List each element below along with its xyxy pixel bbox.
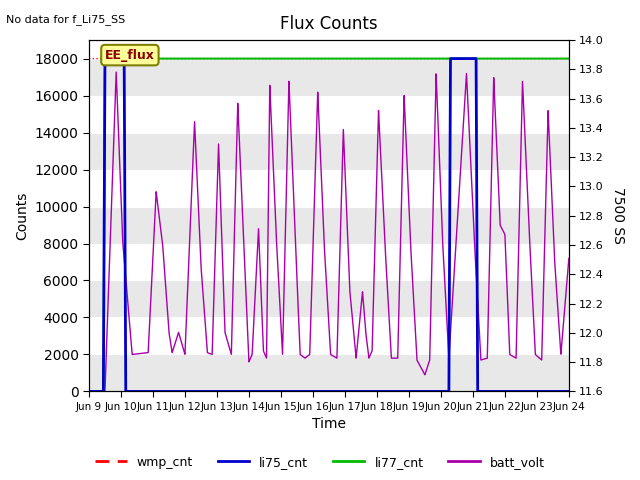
Y-axis label: 7500 SS: 7500 SS — [611, 187, 625, 244]
li75_cnt — [100, 388, 108, 394]
Text: No data for f_Li75_SS: No data for f_Li75_SS — [6, 14, 125, 25]
li75_cnt — [565, 388, 573, 394]
wmp_cnt — [172, 56, 180, 61]
wmp_cnt — [373, 56, 381, 61]
batt_volt — [105, 277, 113, 283]
li77_cnt — [100, 388, 108, 394]
wmp_cnt — [269, 56, 276, 61]
Legend: wmp_cnt, li75_cnt, li77_cnt, batt_volt: wmp_cnt, li75_cnt, li77_cnt, batt_volt — [90, 451, 550, 474]
wmp_cnt — [480, 56, 488, 61]
Line: li77_cnt: li77_cnt — [89, 59, 569, 391]
batt_volt — [320, 228, 328, 234]
Bar — [89, 280, 569, 317]
batt_volt — [565, 255, 573, 261]
li77_cnt — [101, 56, 109, 61]
X-axis label: Time: Time — [312, 418, 346, 432]
li75_cnt — [472, 56, 480, 61]
Bar — [89, 206, 569, 243]
li77_cnt — [565, 56, 573, 61]
wmp_cnt — [444, 56, 451, 61]
Bar — [89, 59, 569, 96]
Bar — [89, 132, 569, 169]
li75_cnt — [445, 388, 452, 394]
li75_cnt — [447, 56, 454, 61]
batt_volt — [113, 69, 120, 75]
wmp_cnt — [565, 56, 573, 61]
li75_cnt — [101, 56, 109, 61]
batt_volt — [114, 109, 122, 115]
Y-axis label: Counts: Counts — [15, 192, 29, 240]
Bar — [89, 354, 569, 391]
li77_cnt — [85, 388, 93, 394]
li75_cnt — [85, 388, 93, 394]
batt_volt — [179, 345, 187, 351]
li75_cnt — [122, 388, 130, 394]
wmp_cnt — [397, 56, 405, 61]
li75_cnt — [474, 388, 481, 394]
Line: li75_cnt: li75_cnt — [89, 59, 569, 391]
wmp_cnt — [85, 56, 93, 61]
Title: Flux Counts: Flux Counts — [280, 15, 378, 33]
li75_cnt — [120, 56, 128, 61]
Text: EE_flux: EE_flux — [105, 48, 155, 61]
Line: batt_volt: batt_volt — [89, 72, 569, 480]
batt_volt — [540, 287, 547, 292]
